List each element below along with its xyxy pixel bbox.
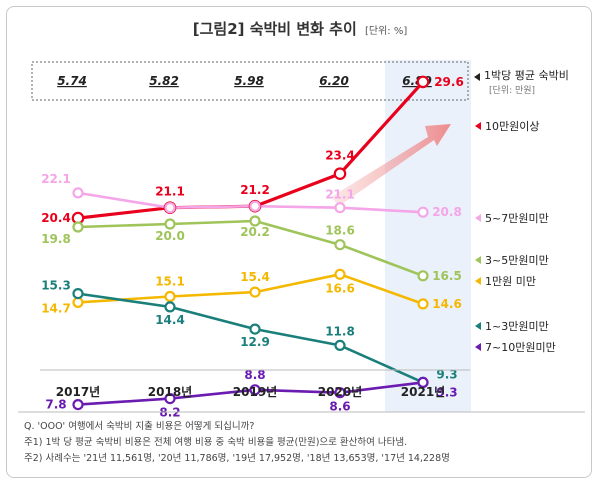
series-2-point (334, 239, 346, 251)
average-cost-value: 5.82 (149, 74, 179, 88)
chart-title-text: [그림2] 숙박비 변화 추이 (193, 20, 357, 38)
series-4-data-label: 9.3 (436, 367, 457, 381)
series-3-data-label: 15.1 (155, 275, 185, 289)
series-3-point (417, 298, 429, 310)
series-3-point (249, 286, 261, 298)
series-4-legend-marker (475, 322, 481, 330)
series-1-legend-marker (475, 214, 481, 222)
series-3-data-label: 14.6 (432, 297, 462, 311)
series-5-data-label: 8.8 (244, 368, 265, 382)
series-0-data-label: 20.4 (41, 211, 71, 225)
series-5-point (249, 384, 261, 396)
series-3-point (164, 290, 176, 303)
series-3-data-label: 16.6 (325, 281, 355, 295)
average-cost-box (31, 61, 469, 101)
series-points (71, 75, 430, 411)
series-3-legend-label: 1만원 미만 (485, 275, 536, 288)
series-2-point (417, 270, 429, 282)
series-3-legend-marker (475, 277, 481, 285)
series-5-data-label: 8.6 (329, 400, 350, 414)
average-cost-value: 5.98 (234, 74, 264, 88)
series-2-point (164, 218, 176, 230)
series-1-data-label: 21.1 (325, 188, 355, 202)
chart-title: [그림2] 숙박비 변화 추이 [단위: %] (193, 20, 408, 38)
series-4-point (334, 339, 346, 351)
series-4-data-label: 12.9 (240, 335, 270, 349)
series-4-data-label: 11.8 (325, 324, 355, 338)
series-4-data-label: 15.3 (41, 279, 71, 293)
series-lines (77, 80, 425, 406)
series-1-point (72, 187, 84, 199)
chart-frame (6, 6, 592, 478)
series-0-legend-marker (475, 122, 481, 130)
series-2-data-label: 18.6 (325, 224, 355, 238)
average-legend-label: 1박당 평균 숙박비 (484, 69, 569, 82)
series-5-data-label: 7.8 (45, 398, 66, 412)
note-question: Q. 'OOO' 여행에서 숙박비 지출 비용은 어떻게 되십니까? (24, 420, 254, 432)
series-0-line (77, 80, 425, 220)
series-2-point (249, 215, 261, 227)
average-cost-value: 5.74 (57, 74, 87, 88)
average-legend-unit: [단위: 만원] (489, 85, 535, 96)
series-2-data-label: 19.8 (41, 232, 71, 246)
data-labels: 20.4 21.1 21.2 23.4 29.6 22.1 21.1 20.8 19.8 20.0… (41, 75, 464, 420)
average-legend-marker (474, 73, 480, 81)
series-0-legend-label: 10만원이상 (485, 120, 539, 133)
note-1: 주1) 1박 당 평균 숙박비 비용은 전체 여행 비용 중 숙박 비용을 평균… (24, 436, 407, 448)
series-0-data-label: 21.2 (240, 183, 270, 197)
series-2-point (72, 221, 84, 233)
series-5-point (334, 387, 346, 399)
series-0-data-label: 21.1 (155, 185, 185, 199)
highlight-2021-column (385, 60, 471, 412)
x-tick-label: 2020년 (318, 385, 362, 399)
series-5-legend-marker (475, 343, 481, 351)
x-tick-label: 2017년 (56, 385, 100, 399)
series-1-point (249, 200, 261, 212)
series-5-point (72, 399, 84, 411)
series-5-data-label: 9.3 (436, 385, 457, 399)
average-cost-value: 6.20 (319, 74, 349, 88)
series-0-point (333, 167, 347, 180)
series-1-data-label: 20.8 (432, 205, 462, 219)
series-4-data-label: 14.4 (155, 313, 185, 327)
series-3-data-label: 14.7 (41, 301, 71, 315)
series-5-legend-label: 7~10만원미만 (485, 341, 556, 354)
series-5-point (164, 393, 176, 405)
series-2-data-label: 20.0 (155, 229, 185, 243)
series-3-point (334, 268, 346, 280)
series-1-point (417, 206, 429, 218)
x-tick-label: 2021년 (401, 385, 445, 399)
series-2-data-label: 20.2 (240, 225, 270, 239)
series-1-point (334, 202, 346, 214)
series-4-point (72, 288, 84, 300)
series-1-legend-label: 5~7만원미만 (485, 212, 549, 225)
series-5-data-label: 8.2 (159, 406, 180, 420)
x-tick-label: 2019년 (233, 385, 277, 399)
series-1-point (164, 202, 176, 214)
series-3-data-label: 15.4 (240, 270, 270, 284)
series-1-data-label: 22.1 (41, 172, 71, 186)
series-4-legend-label: 1~3만원미만 (485, 320, 549, 333)
series-2-legend-label: 3~5만원미만 (485, 254, 549, 267)
series-0-data-label: 29.6 (434, 75, 464, 89)
series-5-point (417, 376, 429, 388)
note-2: 주2) 사례수는 '21년 11,561명, '20년 11,786명, '19… (24, 453, 450, 464)
trend-arrow (331, 124, 451, 206)
series-3-point (72, 296, 84, 308)
series-4-point (164, 301, 176, 313)
series-4-point (249, 323, 261, 335)
average-cost-values: 5.745.825.986.206.89 (57, 74, 432, 88)
series-legend: 10만원이상 5~7만원미만 3~5만원미만 1만원 미만 1~3만원미만 7~10만원미… (475, 120, 556, 354)
x-tick-label: 2018년 (148, 385, 192, 399)
x-axis-labels: 2017년 2018년 2019년 2020년 2021년 (56, 385, 445, 399)
series-2-legend-marker (475, 256, 481, 264)
series-0-data-label: 23.4 (325, 149, 355, 163)
chart-title-unit: [단위: %] (365, 24, 407, 37)
series-0-point (416, 75, 430, 89)
series-2-data-label: 16.5 (432, 269, 462, 283)
